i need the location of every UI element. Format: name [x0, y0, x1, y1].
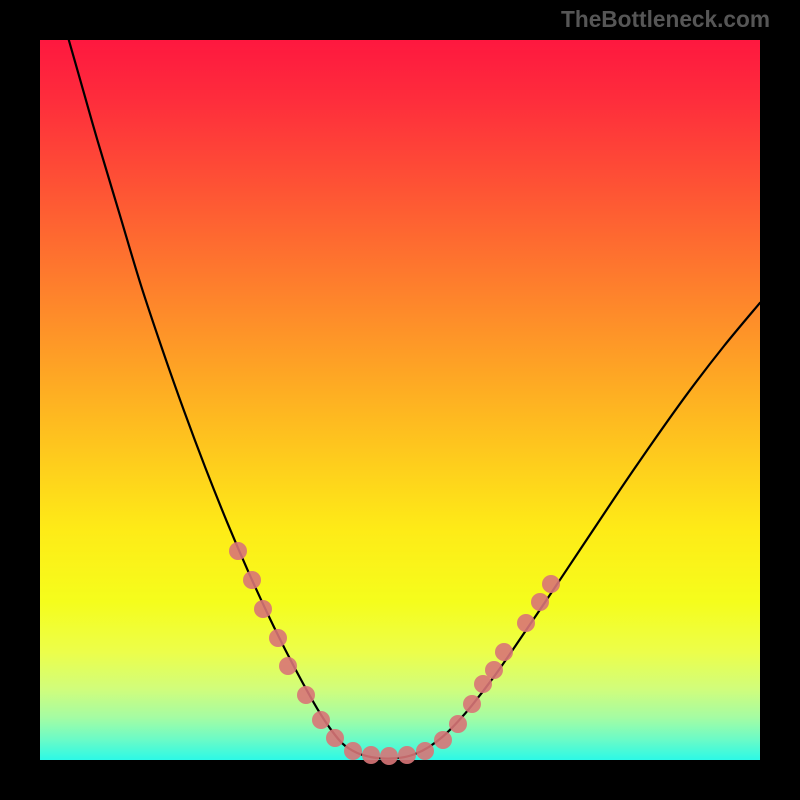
data-marker: [312, 711, 330, 729]
data-marker: [449, 715, 467, 733]
data-marker: [463, 695, 481, 713]
data-marker: [495, 643, 513, 661]
data-marker: [229, 542, 247, 560]
data-marker: [531, 593, 549, 611]
plot-area: [40, 40, 760, 760]
data-marker: [416, 742, 434, 760]
data-marker: [542, 575, 560, 593]
data-marker: [326, 729, 344, 747]
data-marker: [434, 731, 452, 749]
data-marker: [517, 614, 535, 632]
data-marker: [297, 686, 315, 704]
data-marker: [485, 661, 503, 679]
data-marker: [269, 629, 287, 647]
data-marker: [398, 746, 416, 764]
data-marker: [380, 747, 398, 765]
watermark-text: TheBottleneck.com: [561, 6, 770, 33]
bottleneck-curve: [40, 40, 760, 760]
data-marker: [243, 571, 261, 589]
stage: TheBottleneck.com: [0, 0, 800, 800]
data-marker: [279, 657, 297, 675]
data-marker: [344, 742, 362, 760]
data-marker: [254, 600, 272, 618]
data-marker: [362, 746, 380, 764]
